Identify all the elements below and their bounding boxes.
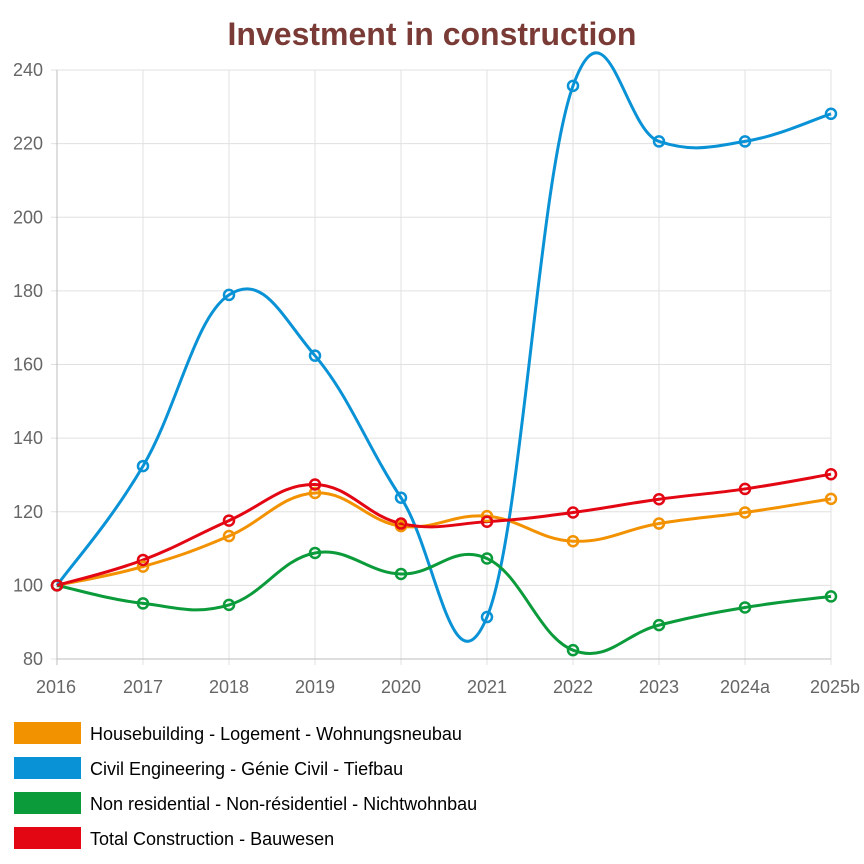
data-point[interactable] xyxy=(566,643,580,657)
y-tick-label: 200 xyxy=(13,207,43,227)
data-point[interactable] xyxy=(480,610,494,624)
y-axis-ticks: 80 100 120 140 160 180 200 220 240 xyxy=(13,60,43,669)
data-point[interactable] xyxy=(394,567,408,581)
data-point[interactable] xyxy=(824,492,838,506)
y-tick-label: 160 xyxy=(13,355,43,375)
x-tick-label: 2022 xyxy=(553,677,593,697)
x-tick-label: 2023 xyxy=(639,677,679,697)
data-point[interactable] xyxy=(566,534,580,548)
y-tick-label: 180 xyxy=(13,281,43,301)
data-point[interactable] xyxy=(136,459,150,473)
data-point[interactable] xyxy=(308,546,322,560)
data-point[interactable] xyxy=(136,560,150,573)
legend-label: Non residential - Non-résidentiel - Nich… xyxy=(90,794,477,814)
data-point[interactable] xyxy=(308,349,322,362)
grid-lines xyxy=(51,69,832,665)
data-point[interactable] xyxy=(738,506,752,519)
series-lines xyxy=(55,51,832,656)
x-axis-ticks: 2016 2017 2018 2019 2020 2021 2022 2023 2024a 202… xyxy=(36,677,860,697)
x-tick-label: 2021 xyxy=(467,677,507,697)
data-point[interactable] xyxy=(222,529,236,543)
x-tick-label: 2024a xyxy=(720,677,771,697)
x-tick-label: 2017 xyxy=(123,677,163,697)
x-tick-label: 2018 xyxy=(209,677,249,697)
data-point[interactable] xyxy=(480,509,494,523)
y-tick-label: 80 xyxy=(23,649,43,669)
y-tick-label: 100 xyxy=(13,575,43,595)
data-point[interactable] xyxy=(308,478,322,491)
y-tick-label: 120 xyxy=(13,502,43,522)
data-point[interactable] xyxy=(738,601,752,614)
legend-swatch xyxy=(14,757,81,779)
data-point[interactable] xyxy=(824,467,838,481)
legend-label: Housebuilding - Logement - Wohnungsneuba… xyxy=(90,724,462,744)
series-line-0 xyxy=(56,491,832,587)
data-point[interactable] xyxy=(566,79,580,93)
data-point[interactable] xyxy=(652,135,666,148)
data-point[interactable] xyxy=(308,486,322,500)
series-line-1 xyxy=(55,51,832,643)
data-point[interactable] xyxy=(50,579,64,592)
data-point[interactable] xyxy=(566,506,580,519)
x-tick-label: 2025b xyxy=(810,677,860,697)
data-point[interactable] xyxy=(738,482,752,496)
series-line-2 xyxy=(56,550,832,656)
data-point[interactable] xyxy=(136,553,150,567)
legend-label: Civil Engineering - Génie Civil - Tiefba… xyxy=(90,759,403,779)
data-point[interactable] xyxy=(652,517,666,530)
x-tick-label: 2020 xyxy=(381,677,421,697)
data-point[interactable] xyxy=(394,491,408,505)
data-point[interactable] xyxy=(652,618,666,632)
y-tick-label: 220 xyxy=(13,134,43,154)
y-tick-label: 240 xyxy=(13,60,43,80)
data-point[interactable] xyxy=(652,492,666,506)
x-tick-label: 2019 xyxy=(295,677,335,697)
x-tick-label: 2016 xyxy=(36,677,76,697)
data-point[interactable] xyxy=(824,107,838,121)
data-point[interactable] xyxy=(738,135,752,148)
legend: Housebuilding - Logement - Wohnungsneuba… xyxy=(14,722,477,849)
data-point[interactable] xyxy=(222,288,236,302)
legend-label: Total Construction - Bauwesen xyxy=(90,829,334,849)
data-point[interactable] xyxy=(222,514,236,527)
y-tick-label: 140 xyxy=(13,428,43,448)
data-point[interactable] xyxy=(394,517,408,530)
legend-swatch xyxy=(14,722,81,744)
data-point[interactable] xyxy=(136,597,150,610)
data-point[interactable] xyxy=(480,515,494,528)
series-points xyxy=(50,79,838,657)
data-point[interactable] xyxy=(480,552,494,565)
data-point[interactable] xyxy=(222,598,236,612)
chart-title: Investment in construction xyxy=(228,16,637,52)
legend-swatch xyxy=(14,827,81,849)
data-point[interactable] xyxy=(824,590,838,603)
legend-swatch xyxy=(14,792,81,814)
series-line-3 xyxy=(56,472,832,587)
